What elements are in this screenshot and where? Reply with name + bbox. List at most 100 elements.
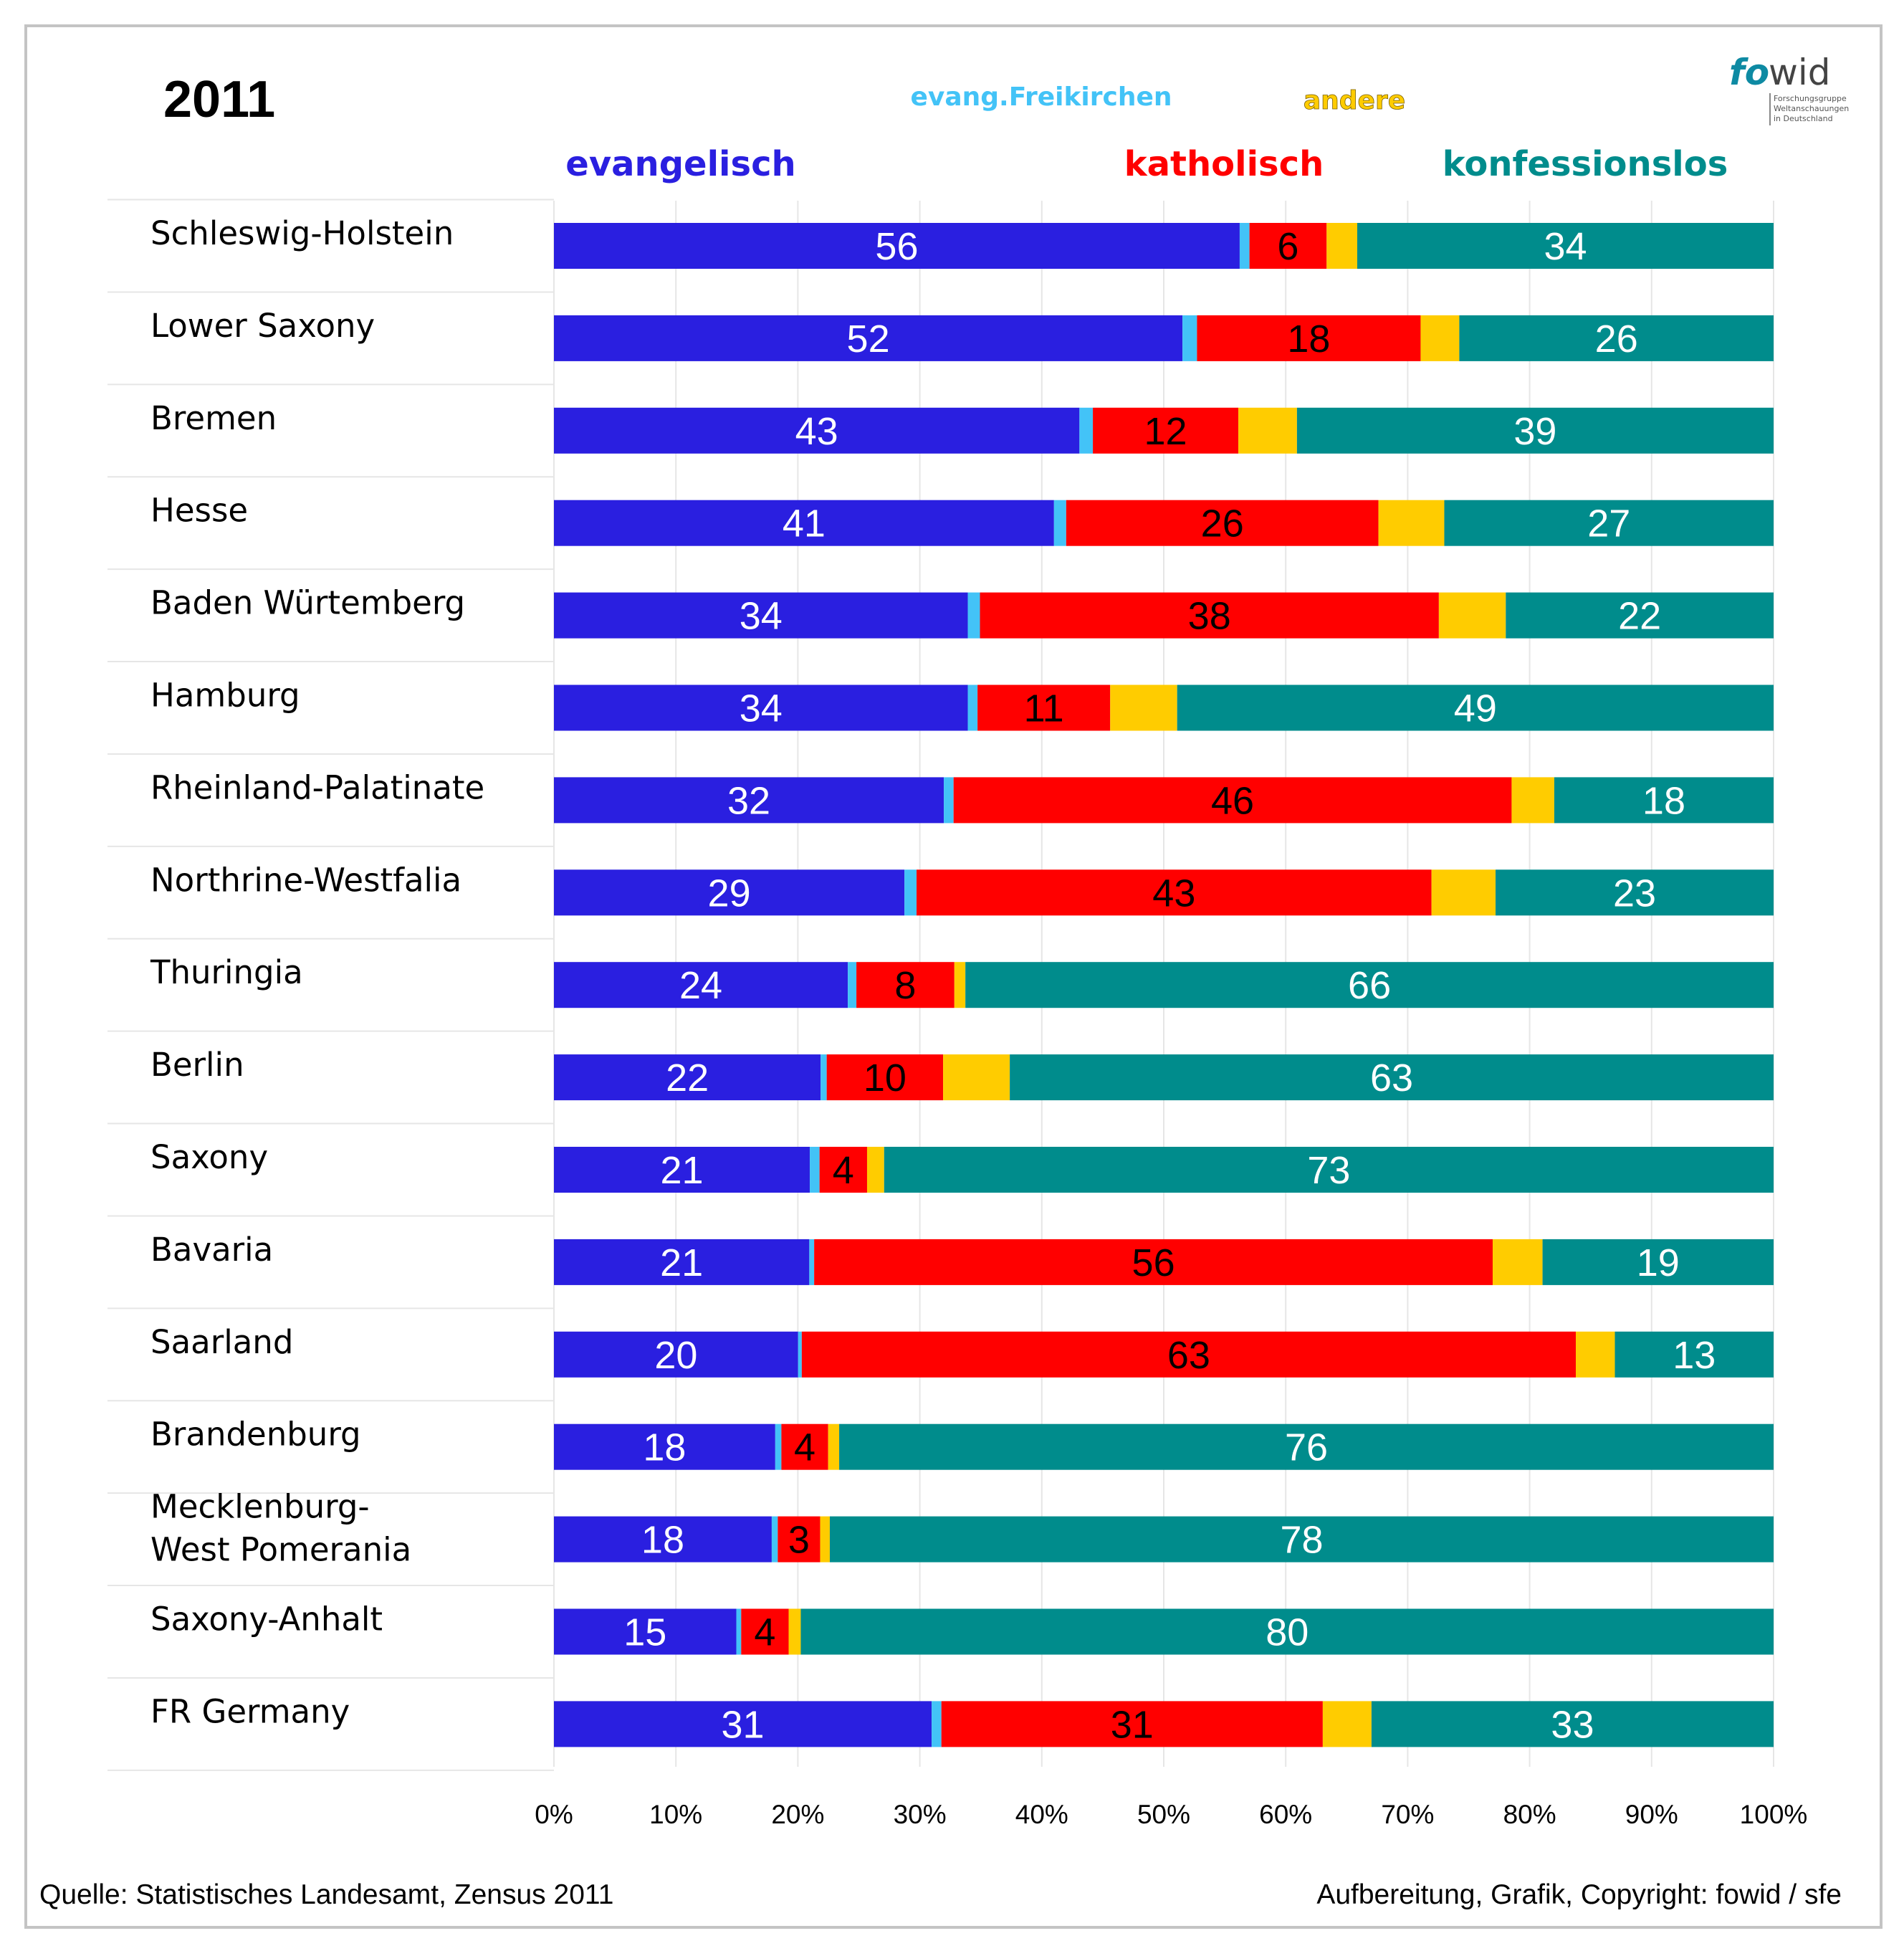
bar-segment-evangelisch xyxy=(554,684,968,731)
logo-sub-line-3: in Deutschland xyxy=(1774,114,1833,123)
logo-fo-text: fo xyxy=(1729,52,1769,93)
data-label: 22 xyxy=(1618,595,1661,638)
data-label: 18 xyxy=(1287,318,1330,361)
bar-segment-evang-freikirchen xyxy=(771,1516,778,1563)
bar-segment-evangelisch xyxy=(554,223,1240,269)
bar-row: Saxony 21 4 73 xyxy=(150,1138,1774,1193)
category-label: Saarland xyxy=(150,1323,293,1361)
data-label: 24 xyxy=(679,964,722,1007)
bar-row: Saarland 20 63 13 xyxy=(150,1323,1774,1378)
bar-segment-katholisch xyxy=(1197,315,1421,361)
x-tick-label: 70% xyxy=(1381,1800,1434,1829)
bar-segment-evangelisch xyxy=(554,869,905,916)
bar-segment-katholisch xyxy=(941,1701,1323,1747)
bar-row: Saxony-Anhalt 15 4 80 xyxy=(150,1601,1774,1655)
legend-freikirchen: evang.Freikirchen xyxy=(910,82,1172,112)
bar-segment-andere xyxy=(943,1054,1010,1101)
category-label: Hamburg xyxy=(150,677,300,715)
bar-segment-katholisch xyxy=(819,1147,867,1193)
bar-segment-andere xyxy=(820,1516,830,1563)
data-label: 78 xyxy=(1280,1519,1323,1562)
bar-row: Bremen 43 12 39 xyxy=(150,399,1774,454)
category-label: Berlin xyxy=(150,1046,244,1084)
data-label: 34 xyxy=(1544,225,1587,268)
bar-segment-konfessionslos xyxy=(1496,869,1774,916)
bar-segment-katholisch xyxy=(741,1608,789,1655)
bar-segment-andere xyxy=(1238,407,1297,454)
category-label: Mecklenburg-West Pomerania xyxy=(150,1488,411,1569)
bar-segment-konfessionslos xyxy=(1506,592,1774,639)
bar-segment-evang-freikirchen xyxy=(1182,315,1197,361)
bar-segment-evangelisch xyxy=(554,1423,775,1470)
data-label: 76 xyxy=(1285,1426,1328,1469)
data-label: 4 xyxy=(754,1611,775,1654)
bar-row: Hesse 41 26 27 xyxy=(150,492,1774,546)
bar-segment-evangelisch xyxy=(554,777,944,824)
data-label: 4 xyxy=(833,1149,854,1192)
data-label: 73 xyxy=(1307,1149,1350,1192)
bar-segment-evangelisch xyxy=(554,962,848,1008)
data-label: 52 xyxy=(847,318,890,361)
x-tick-label: 50% xyxy=(1137,1800,1190,1829)
bar-segment-konfessionslos xyxy=(1614,1331,1774,1378)
bar-segment-konfessionslos xyxy=(884,1147,1774,1193)
data-label: 31 xyxy=(1111,1703,1154,1746)
bar-segment-evangelisch xyxy=(554,1239,810,1285)
data-label: 26 xyxy=(1595,318,1638,361)
bar-segment-katholisch xyxy=(781,1423,828,1470)
bar-segment-evangelisch xyxy=(554,592,968,639)
data-label: 11 xyxy=(1024,687,1064,730)
bar-segment-katholisch xyxy=(801,1331,1576,1378)
bar-segment-katholisch xyxy=(856,962,955,1008)
bar-row: Mecklenburg-West Pomerania 18 3 78 xyxy=(150,1488,1774,1569)
chart-title: 2011 xyxy=(163,71,275,128)
bar-segment-evang-freikirchen xyxy=(810,1147,820,1193)
bar-segment-konfessionslos xyxy=(1554,777,1774,824)
data-label: 32 xyxy=(727,779,770,822)
category-label: Rheinland-Palatinate xyxy=(150,768,484,806)
data-label: 46 xyxy=(1211,779,1254,822)
copyright-note: Aufbereitung, Grafik, Copyright: fowid /… xyxy=(1316,1879,1842,1910)
bar-segment-katholisch xyxy=(977,684,1111,731)
bar-row: Berlin 22 10 63 xyxy=(150,1046,1774,1101)
bar-row: Northrine-Westfalia 29 43 23 xyxy=(150,861,1774,916)
bar-segment-konfessionslos xyxy=(829,1516,1774,1563)
bar-segment-andere xyxy=(1378,500,1445,546)
bar-segment-evang-freikirchen xyxy=(967,684,978,731)
x-tick-label: 10% xyxy=(649,1800,702,1829)
bar-segment-evangelisch xyxy=(554,407,1080,454)
data-label: 27 xyxy=(1587,502,1630,545)
data-label: 13 xyxy=(1673,1334,1716,1377)
bar-segment-evang-freikirchen xyxy=(967,592,980,639)
bar-segment-andere xyxy=(1420,315,1460,361)
bar-segment-katholisch xyxy=(953,777,1512,824)
category-label: Northrine-Westfalia xyxy=(150,861,461,899)
bar-segment-katholisch xyxy=(778,1516,821,1563)
data-label: 26 xyxy=(1201,502,1244,545)
bar-segment-evangelisch xyxy=(554,1331,798,1378)
bar-segment-andere xyxy=(1431,869,1496,916)
data-label: 23 xyxy=(1613,872,1656,915)
category-label: Hesse xyxy=(150,492,248,530)
data-label: 19 xyxy=(1637,1241,1680,1284)
data-label: 10 xyxy=(864,1056,906,1099)
bar-segment-katholisch xyxy=(1249,223,1327,269)
data-label: 34 xyxy=(740,595,783,638)
bar-row: Bavaria 21 56 19 xyxy=(150,1231,1774,1285)
bar-segment-evang-freikirchen xyxy=(1053,500,1066,546)
category-label: Baden Würtemberg xyxy=(150,584,465,622)
data-label: 56 xyxy=(875,225,918,268)
data-label: 39 xyxy=(1513,410,1556,453)
x-tick-label: 100% xyxy=(1740,1800,1808,1829)
x-tick-label: 90% xyxy=(1625,1800,1678,1829)
bar-segment-evangelisch xyxy=(554,315,1183,361)
category-label: Saxony xyxy=(150,1138,268,1176)
bar-row: Lower Saxony 52 18 26 xyxy=(150,307,1774,361)
category-label: FR Germany xyxy=(150,1692,350,1730)
data-label: 15 xyxy=(623,1611,666,1654)
logo-sub-line-2: Weltanschauungen xyxy=(1774,104,1849,113)
bar-segment-evangelisch xyxy=(554,1701,932,1747)
bar-segment-evang-freikirchen xyxy=(1239,223,1250,269)
legend-andere: andere xyxy=(1303,86,1405,115)
